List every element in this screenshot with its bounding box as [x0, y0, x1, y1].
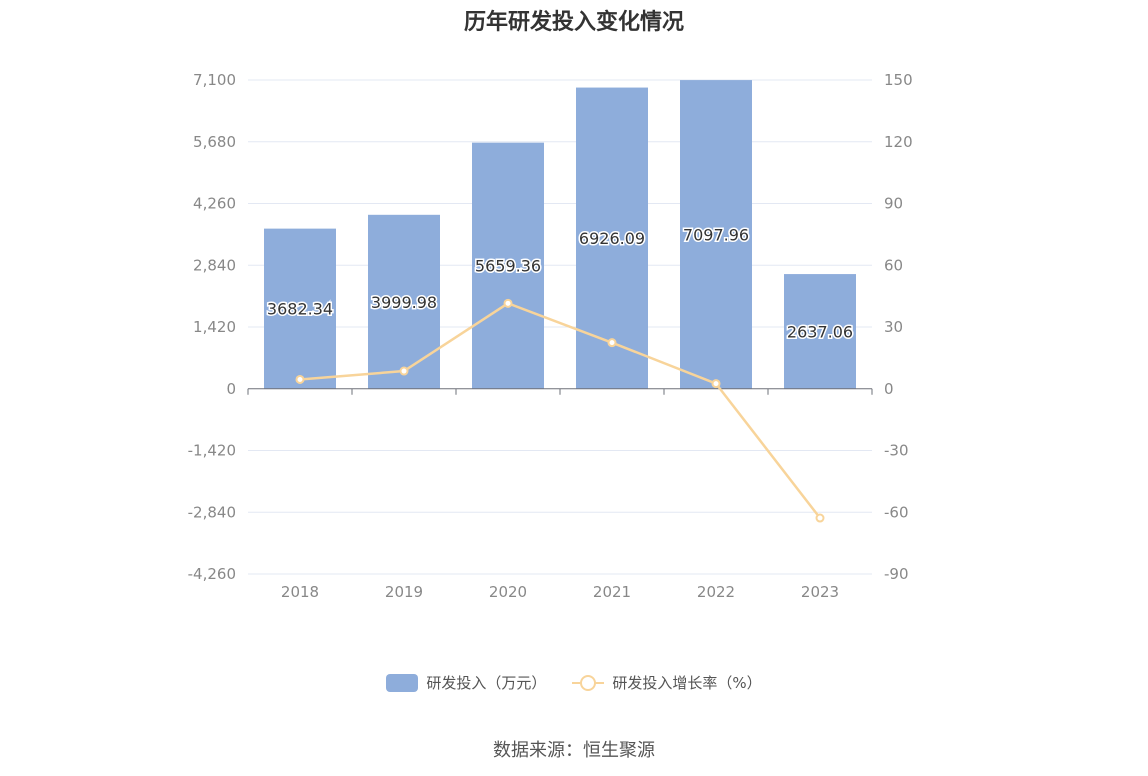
y-left-tick-label: 0 — [226, 380, 236, 398]
x-tick-label: 2018 — [281, 583, 319, 601]
y-right-tick-label: 60 — [884, 256, 903, 274]
x-tick-label: 2019 — [385, 583, 423, 601]
y-left-tick-label: 1,420 — [193, 318, 236, 336]
y-right-tick-label: -60 — [884, 503, 909, 521]
legend-bar-swatch — [386, 673, 419, 692]
growth-rate-point — [607, 338, 617, 348]
bar-data-label: 2637.06 — [787, 322, 853, 341]
x-tick-label: 2022 — [697, 583, 735, 601]
legend-line-swatch — [572, 674, 605, 692]
y-left-tick-label: -4,260 — [188, 565, 236, 583]
y-right-tick-label: 120 — [884, 133, 913, 151]
y-left-tick-label: 2,840 — [193, 256, 236, 274]
chart-svg: 7,100 5,680 4,260 2,840 1,420 0 -1,420 -2,840 -4… — [188, 71, 913, 601]
legend-item-growth-rate[interactable]: 研发投入增长率（%） — [572, 672, 762, 693]
growth-rate-point — [815, 513, 825, 523]
legend-label-growth-rate: 研发投入增长率（%） — [612, 674, 762, 692]
y-right-tick-label: 0 — [884, 380, 894, 398]
legend: 研发投入（万元） 研发投入增长率（%） — [0, 672, 1148, 693]
bar-data-label: 5659.36 — [475, 257, 541, 276]
y-left-tick-label: 4,260 — [193, 195, 236, 213]
y-right-tick-label: 90 — [884, 195, 903, 213]
growth-rate-line — [299, 301, 821, 519]
x-tick-label: 2021 — [593, 583, 631, 601]
bar — [680, 80, 752, 389]
x-tick-label: 2023 — [801, 583, 839, 601]
bar — [264, 228, 336, 389]
y-right-tick-label: 150 — [884, 71, 913, 89]
growth-rate-point — [503, 298, 513, 308]
bar-data-label: 3999.98 — [371, 293, 437, 312]
bar — [472, 142, 544, 389]
growth-rate-point — [711, 379, 721, 389]
bar-data-label: 7097.96 — [683, 225, 749, 244]
chart-title: 历年研发投入变化情况 — [463, 10, 684, 35]
bar — [368, 214, 440, 389]
y-left-tick-label: -1,420 — [188, 442, 236, 460]
legend-label-rd-investment: 研发投入（万元） — [426, 674, 547, 692]
y-right-tick-label: -30 — [884, 442, 909, 460]
bar-data-label: 6926.09 — [579, 229, 645, 248]
y-left-tick-label: 5,680 — [193, 133, 236, 151]
bar — [784, 274, 856, 389]
bar-data-label: 3682.34 — [267, 300, 333, 319]
y-right-tick-label: -90 — [884, 565, 909, 583]
growth-rate-point — [399, 366, 409, 376]
y-right-tick-label: 30 — [884, 318, 903, 336]
growth-rate-point — [295, 374, 305, 384]
data-source-note: 数据来源：恒生聚源 — [493, 740, 655, 761]
y-left-tick-label: 7,100 — [193, 71, 236, 89]
y-left-tick-label: -2,840 — [188, 503, 236, 521]
legend-item-rd-investment[interactable]: 研发投入（万元） — [386, 672, 546, 693]
x-tick-label: 2020 — [489, 583, 527, 601]
